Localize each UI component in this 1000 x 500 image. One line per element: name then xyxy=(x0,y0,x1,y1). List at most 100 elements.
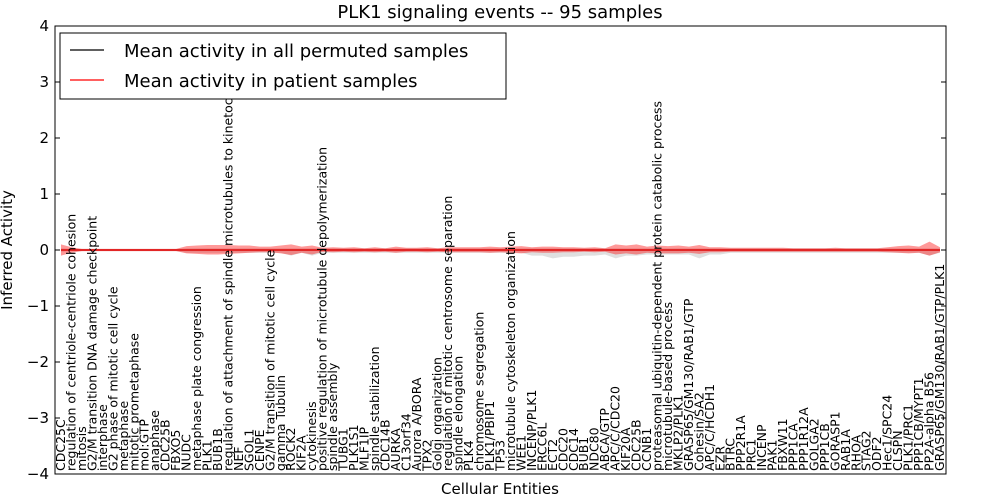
entity-label: MKLP2/PLK1 xyxy=(670,395,685,471)
y-tick-label: −4 xyxy=(27,465,49,483)
entity-label: CDC25B xyxy=(158,419,173,471)
entity-label: NUDC xyxy=(179,434,194,471)
entity-label: positive regulation of microtubule depol… xyxy=(315,147,330,471)
entity-label: PPP1R12A xyxy=(796,407,811,471)
entity-label: PPP1CA xyxy=(786,423,801,471)
entity-label: PPP2R1A xyxy=(733,415,748,471)
entity-label: regulation of attachment of spindle micr… xyxy=(220,70,235,471)
x-axis-label: Cellular Entities xyxy=(441,480,559,498)
entity-label: PPP1CB/MYPT1 xyxy=(911,377,926,471)
entity-label: EZR xyxy=(712,446,727,471)
entity-label: mol:GTP xyxy=(137,419,152,471)
entity-label: CDC20 xyxy=(555,428,570,471)
entity-label: G2/M transition of mitotic cell cycle xyxy=(262,249,277,471)
entity-label: Golgi organization xyxy=(430,357,445,471)
y-tick-label: 4 xyxy=(39,17,49,35)
entity-label: gamma Tubulin xyxy=(273,375,288,471)
entity-label: chromosome segregation xyxy=(472,312,487,471)
entity-label: INCENP xyxy=(754,424,769,471)
entity-label: ROCK2 xyxy=(283,428,298,471)
entity-label: INCENP/PLK1 xyxy=(524,390,539,471)
entity-label: TP53 xyxy=(493,440,508,472)
entity-label: spindle assembly xyxy=(325,362,340,471)
entity-label: GRASP65/GM130/RAB1/GTP xyxy=(681,298,696,471)
entity-label: GORASP1 xyxy=(827,411,842,471)
entity-label: G2 phase of mitotic cell cycle xyxy=(105,286,120,471)
y-tick-label: 2 xyxy=(39,129,49,147)
entity-label: GRASP65/GM130/RAB1/GTP/PLK1 xyxy=(932,264,947,471)
entity-label: CDC14 xyxy=(566,428,581,471)
y-tick-label: 3 xyxy=(39,73,49,91)
entity-label: mitotic prometaphase xyxy=(126,333,141,471)
entity-label: metaphase plate congression xyxy=(189,286,204,471)
entity-label: proteasomal ubiquitin-dependent protein … xyxy=(650,101,665,471)
entity-label: PPP1CB xyxy=(817,423,832,471)
entity-label: BTRC xyxy=(723,438,738,471)
entity-label: CDC25C xyxy=(53,419,68,471)
entity-label: TUBG1 xyxy=(336,428,351,472)
entity-label: PLK1/PRC1 xyxy=(901,404,916,471)
entity-label: interphase xyxy=(95,404,110,471)
y-axis-label: Inferred Activity xyxy=(0,190,16,310)
y-tick-label: −2 xyxy=(27,353,49,371)
chart-title: PLK1 signaling events -- 95 samples xyxy=(337,2,662,23)
entity-label: Cohesin/SA2 xyxy=(691,392,706,471)
entity-label: C13orf34 xyxy=(398,413,413,471)
entity-label: CDC14B xyxy=(377,419,392,471)
entity-label: APC/C/CDC20 xyxy=(608,386,623,471)
entity-label: ODF2 xyxy=(869,436,884,471)
entity-label: FBXW11 xyxy=(775,418,790,471)
entity-label: KIF20A xyxy=(618,427,633,471)
entity-label: spindle elongation xyxy=(451,356,466,471)
entity-label: ECT2 xyxy=(545,439,560,471)
entity-label: PP2A-alpha B56 xyxy=(922,372,937,471)
entity-label: NEF xyxy=(231,447,246,471)
legend: Mean activity in all permuted samples Me… xyxy=(59,32,507,100)
entity-label: FBXO5 xyxy=(168,430,183,471)
entity-label: cytokinesis xyxy=(304,401,319,471)
legend-label-permuted: Mean activity in all permuted samples xyxy=(124,41,468,62)
entity-label: PLK1 xyxy=(200,440,215,471)
entity-label: RHOA xyxy=(848,434,863,471)
entity-label: BUB1B xyxy=(210,428,225,471)
confidence-bands xyxy=(61,241,940,259)
entity-label: PLK1S1 xyxy=(346,424,361,471)
entity-label: Aurora A/BORA xyxy=(409,377,424,471)
entity-label: PLK4 xyxy=(461,440,476,471)
entity-label: G2/M transition DNA damage checkpoint xyxy=(84,216,99,471)
entity-label: CCNB1 xyxy=(639,428,654,471)
y-tick-label: −1 xyxy=(27,297,49,315)
legend-label-patient: Mean activity in patient samples xyxy=(124,71,418,92)
y-ticks: −4 −3 −2 −1 0 1 2 3 4 xyxy=(27,17,946,483)
entity-label: anaphase xyxy=(147,410,162,471)
entity-label: microtubule-based process xyxy=(660,302,675,471)
entity-label: regulation of mitotic centrosome separat… xyxy=(440,196,455,471)
entity-label: PAK1 xyxy=(765,440,780,471)
entity-label: PRC1 xyxy=(744,439,759,471)
entity-label: SGOL1 xyxy=(241,429,256,471)
entity-label: GOLGA2 xyxy=(806,418,821,471)
entity-label: microtubule cytoskeleton organization xyxy=(503,231,518,471)
entity-label: ERCC6L xyxy=(534,423,549,471)
entity-label: BUB1 xyxy=(576,437,591,471)
y-tick-label: −3 xyxy=(27,409,49,427)
legend-box xyxy=(59,32,507,100)
entity-label: KIF2A xyxy=(294,435,309,471)
y-tick-label: 0 xyxy=(39,241,49,259)
entity-label: AURKA xyxy=(388,428,403,471)
entity-label: STAG2 xyxy=(859,430,874,471)
entity-label: WEE1 xyxy=(513,435,528,471)
entity-label: NDC80 xyxy=(587,427,602,471)
entity-label: Hec1/SPC24 xyxy=(880,395,895,471)
entity-label: APC/C/HCDH1 xyxy=(702,384,717,471)
entity-label: PLK1/PBIP1 xyxy=(482,401,497,471)
entity-label: CDC25B xyxy=(629,419,644,471)
entity-label: CENPE xyxy=(252,429,267,471)
entity-label: CLSPN xyxy=(890,430,905,471)
entity-label: metaphase xyxy=(116,401,131,471)
entity-label: MLF1IP xyxy=(357,426,372,471)
band-patient xyxy=(61,241,940,256)
entity-label: RAB1A xyxy=(838,429,853,471)
